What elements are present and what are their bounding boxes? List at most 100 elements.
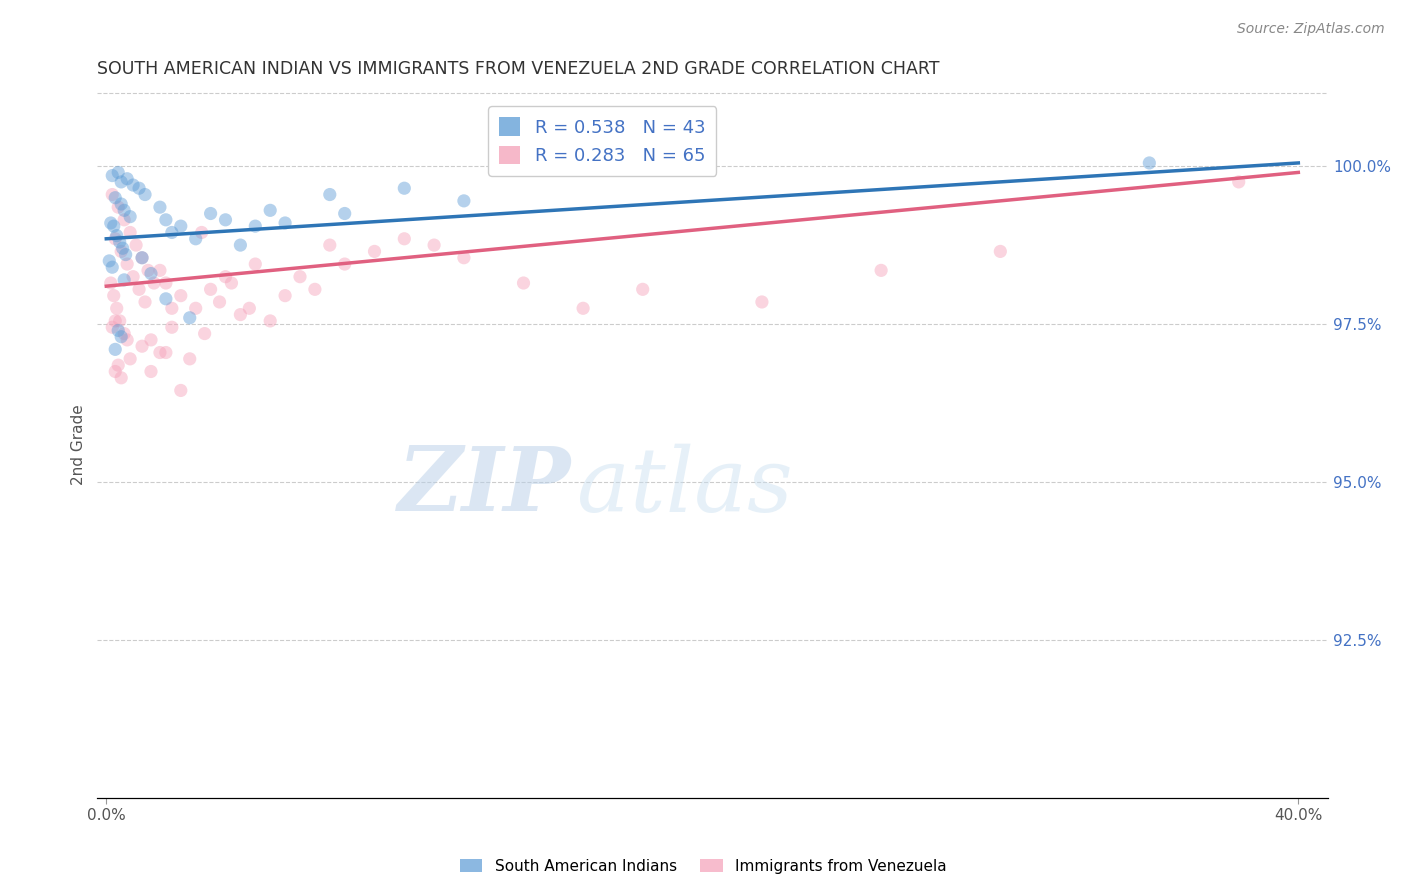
Point <box>131 251 153 265</box>
Point <box>179 310 201 325</box>
Point <box>107 358 129 372</box>
Point <box>274 288 297 302</box>
Point <box>128 181 150 195</box>
Point <box>112 212 135 227</box>
Point <box>100 276 122 290</box>
Point <box>319 187 342 202</box>
Point <box>105 228 128 243</box>
Point <box>128 282 150 296</box>
Point <box>125 238 148 252</box>
Point <box>120 351 142 366</box>
Point <box>160 320 183 334</box>
Point <box>104 191 127 205</box>
Point <box>214 269 236 284</box>
Point <box>105 301 128 316</box>
Point <box>208 295 231 310</box>
Point <box>245 219 267 234</box>
Point <box>155 292 177 306</box>
Point <box>155 212 177 227</box>
Legend: South American Indians, Immigrants from Venezuela: South American Indians, Immigrants from … <box>453 853 953 880</box>
Point <box>120 226 142 240</box>
Point <box>114 247 136 261</box>
Legend: R = 0.538   N = 43, R = 0.283   N = 65: R = 0.538 N = 43, R = 0.283 N = 65 <box>488 106 716 176</box>
Point <box>170 288 193 302</box>
Point <box>751 295 773 310</box>
Point <box>333 257 356 271</box>
Point <box>179 351 201 366</box>
Point <box>149 200 172 214</box>
Point <box>103 288 125 302</box>
Point <box>1227 175 1250 189</box>
Point <box>572 301 595 316</box>
Point <box>101 187 124 202</box>
Point <box>160 301 183 316</box>
Point <box>870 263 893 277</box>
Point <box>1137 156 1160 170</box>
Text: ZIP: ZIP <box>398 443 571 530</box>
Point <box>274 216 297 230</box>
Point <box>229 308 252 322</box>
Point <box>333 206 356 220</box>
Point <box>394 232 416 246</box>
Point <box>170 384 193 398</box>
Point <box>149 263 172 277</box>
Point <box>110 330 132 344</box>
Point <box>110 371 132 385</box>
Point <box>112 326 135 341</box>
Point <box>103 219 125 234</box>
Point <box>229 238 252 252</box>
Point <box>160 226 183 240</box>
Point <box>149 345 172 359</box>
Point <box>112 203 135 218</box>
Point <box>170 219 193 234</box>
Point <box>245 257 267 271</box>
Point <box>112 273 135 287</box>
Point <box>120 210 142 224</box>
Point <box>988 244 1011 259</box>
Point <box>259 203 281 218</box>
Point <box>107 200 129 214</box>
Point <box>131 339 153 353</box>
Point <box>115 333 138 347</box>
Point <box>155 276 177 290</box>
Point <box>423 238 446 252</box>
Point <box>184 301 207 316</box>
Point <box>110 244 132 259</box>
Y-axis label: 2nd Grade: 2nd Grade <box>72 404 86 484</box>
Point <box>200 282 222 296</box>
Point <box>143 276 166 290</box>
Point <box>221 276 243 290</box>
Point <box>190 226 212 240</box>
Point <box>155 345 177 359</box>
Point <box>104 232 127 246</box>
Point <box>304 282 326 296</box>
Point <box>453 194 475 208</box>
Point <box>139 267 162 281</box>
Point <box>363 244 385 259</box>
Point <box>115 171 138 186</box>
Point <box>100 216 122 230</box>
Point <box>184 232 207 246</box>
Point <box>194 326 217 341</box>
Point <box>139 364 162 378</box>
Point <box>110 175 132 189</box>
Point <box>101 169 124 183</box>
Point <box>104 364 127 378</box>
Point <box>394 181 416 195</box>
Point <box>453 251 475 265</box>
Point <box>238 301 260 316</box>
Point <box>108 235 131 249</box>
Point <box>101 260 124 275</box>
Text: SOUTH AMERICAN INDIAN VS IMMIGRANTS FROM VENEZUELA 2ND GRADE CORRELATION CHART: SOUTH AMERICAN INDIAN VS IMMIGRANTS FROM… <box>97 60 939 78</box>
Point <box>131 251 153 265</box>
Point <box>200 206 222 220</box>
Point <box>139 333 162 347</box>
Text: Source: ZipAtlas.com: Source: ZipAtlas.com <box>1237 22 1385 37</box>
Point <box>104 343 127 357</box>
Point <box>104 314 127 328</box>
Point <box>134 187 156 202</box>
Point <box>107 323 129 337</box>
Point <box>101 320 124 334</box>
Point <box>122 178 145 192</box>
Point <box>98 253 121 268</box>
